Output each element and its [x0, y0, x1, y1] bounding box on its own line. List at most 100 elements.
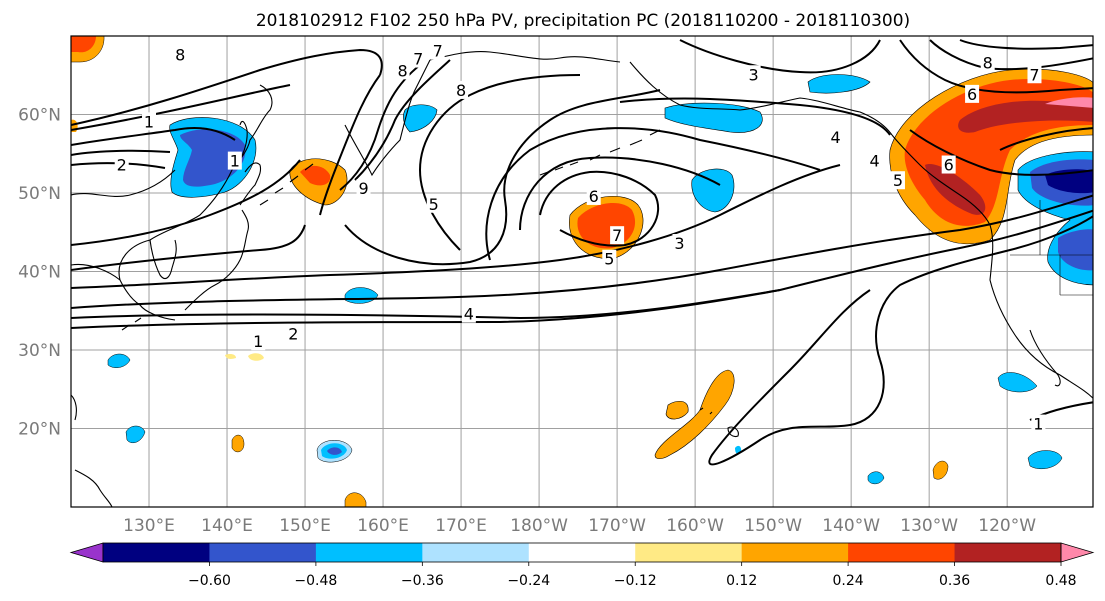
contour-label-bg	[867, 151, 882, 170]
contour-label: 1	[144, 112, 154, 131]
lat-tick-label: 30°N	[18, 341, 61, 361]
contour-label: 6	[944, 156, 954, 175]
colorbar-tick-label: −0.24	[507, 573, 550, 589]
contour-label: 4	[464, 305, 474, 324]
contour-label-bg	[602, 249, 617, 268]
colorbar-swatch	[741, 543, 849, 562]
colorbar-frame	[102, 542, 1062, 563]
contour-label: 7	[612, 226, 622, 245]
map-frame	[70, 35, 1094, 508]
contour-label-bg	[411, 49, 426, 68]
lat-tick-label: 50°N	[18, 184, 61, 204]
positive-anomaly-ne-pacific-max	[958, 100, 1093, 133]
contour-label-bg	[672, 234, 687, 253]
contour-label-bg	[746, 65, 761, 84]
contour-label: 9	[358, 179, 368, 198]
colorbar-tick-label: −0.12	[614, 573, 657, 589]
lon-tick-label: 150°E	[279, 516, 331, 536]
contour-label: 3	[749, 65, 759, 84]
colorbar: −0.60 −0.48 −0.36 −0.24 −0.12 0.12 0.24 0.36 0.4…	[69, 542, 1095, 589]
colorbar-tick-label: −0.48	[294, 573, 337, 589]
contour-label: 7	[413, 50, 423, 69]
contour-label: 8	[983, 53, 993, 72]
contour-label-bg	[1027, 65, 1042, 84]
contour-label: 6	[967, 85, 977, 104]
contour-label-bg	[461, 304, 476, 323]
contour-label-bg	[828, 128, 843, 147]
lat-tick-label: 40°N	[18, 263, 61, 283]
colorbar-swatch	[528, 543, 636, 562]
contour-label-bg	[251, 332, 266, 351]
lon-tick-label: 170°E	[435, 516, 487, 536]
contour-label: 8	[456, 81, 466, 100]
colorbar-tick-label: 0.36	[939, 573, 970, 589]
lon-tick-label: 140°W	[822, 516, 880, 536]
contour-label: 7	[433, 42, 443, 61]
contour-label-bg	[454, 80, 469, 99]
lon-tick-label: 140°E	[201, 516, 253, 536]
contour-label-bg	[890, 171, 905, 190]
colorbar-tick-label: 0.48	[1045, 573, 1076, 589]
contour-label: 5	[429, 195, 439, 214]
colorbar-swatch	[315, 543, 423, 562]
colorbar-tick-label: 0.24	[833, 573, 864, 589]
contour-label: 1	[253, 332, 263, 351]
contour-label: 3	[674, 234, 684, 253]
lon-tick-label: 160°W	[666, 516, 724, 536]
contour-label: 7	[1029, 65, 1039, 84]
colorbar-tick-label: −0.36	[401, 573, 444, 589]
lat-tick-label: 60°N	[18, 106, 61, 126]
colorbar-tick-label: 0.12	[726, 573, 757, 589]
contour-label-bg	[980, 53, 995, 72]
lon-tick-label: 130°E	[123, 516, 175, 536]
lon-tick-label: 120°W	[978, 516, 1036, 536]
contour-label: 4	[869, 152, 879, 171]
lon-tick-label: 150°W	[744, 516, 802, 536]
negative-anomaly-bering	[664, 102, 763, 133]
positive-anomaly-hawaii	[654, 369, 735, 460]
colorbar-swatch	[103, 543, 210, 562]
figure-title: 2018102912 F102 250 hPa PV, precipitatio…	[256, 11, 910, 31]
contour-label-bg	[1031, 414, 1046, 433]
contour-label: 8	[397, 61, 407, 80]
contour-label-bg	[430, 41, 445, 60]
lon-tick-label: 180°W	[510, 516, 568, 536]
colorbar-swatch	[209, 543, 317, 562]
contour-label-bg	[114, 155, 129, 174]
colorbar-max-extend	[1060, 542, 1095, 563]
contour-label-bg	[356, 179, 371, 198]
contour-label: 8	[175, 46, 185, 65]
contour-label-bg	[586, 186, 601, 205]
lat-tick-label: 20°N	[18, 420, 61, 440]
contour-label: 5	[893, 171, 903, 190]
contour-label: 1	[1033, 415, 1043, 434]
colorbar-swatch	[422, 543, 530, 562]
contour-label: 2	[117, 156, 127, 175]
contour-label-bg	[227, 151, 242, 170]
contour-label-bg	[965, 84, 980, 103]
contour-label-bg	[941, 155, 956, 174]
contour-label-bg	[286, 324, 301, 343]
contour-label: 4	[830, 128, 840, 147]
contour-label-bg	[173, 45, 188, 64]
contour-label-bg	[426, 194, 441, 213]
colorbar-swatch	[954, 543, 1062, 562]
contour-label-bg	[395, 61, 410, 80]
precip-shading	[71, 36, 1093, 507]
contour-label-bg	[142, 112, 157, 131]
contour-label: 5	[604, 250, 614, 269]
lon-tick-label: 160°E	[357, 516, 409, 536]
lon-tick-label: 130°W	[900, 516, 958, 536]
contour-label: 1	[230, 152, 240, 171]
colorbar-swatch	[635, 543, 743, 562]
colorbar-swatch	[848, 543, 956, 562]
contour-label: 2	[288, 324, 298, 343]
contour-label: 6	[589, 187, 599, 206]
colorbar-tick-label: −0.60	[188, 573, 231, 589]
contour-label-bg	[610, 226, 625, 245]
axis-tick-labels: 130°E 140°E 150°E 160°E 170°E 180°W 170°W 160°W…	[18, 106, 1036, 537]
colorbar-min-extend	[69, 542, 104, 563]
